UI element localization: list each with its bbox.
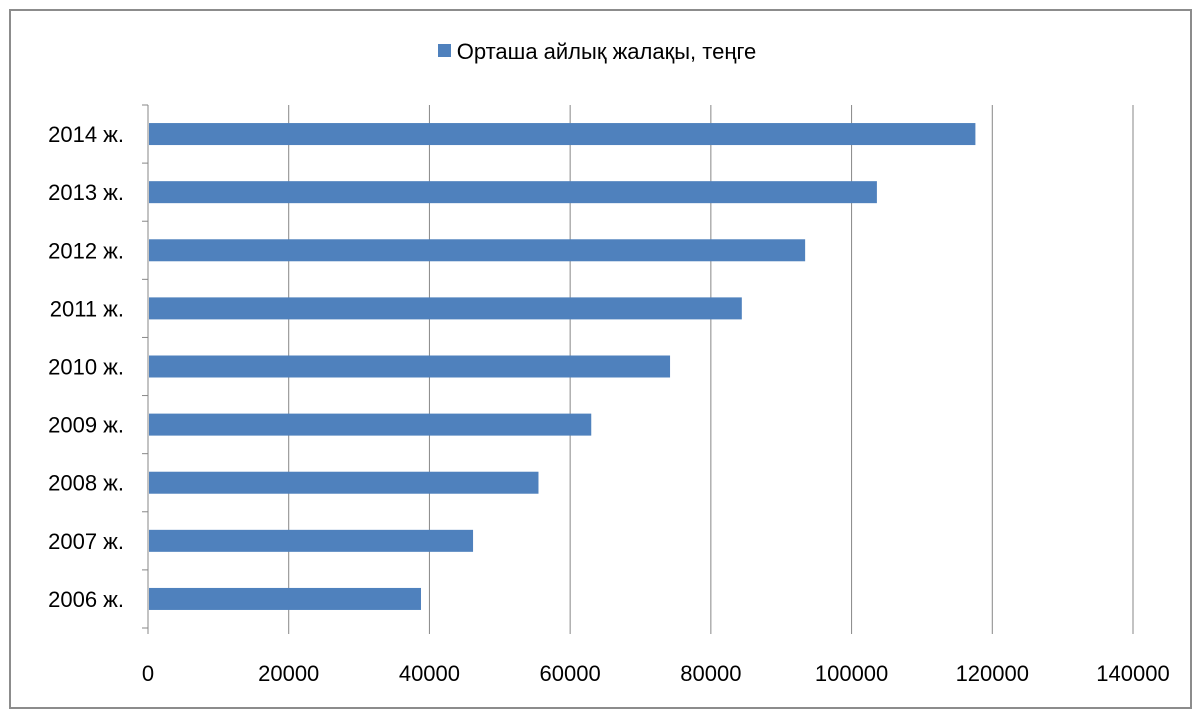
bar xyxy=(149,587,421,610)
x-tick-label: 100000 xyxy=(815,661,888,686)
bar xyxy=(149,297,742,320)
legend-label: Орташа айлық жалақы, теңге xyxy=(456,39,757,65)
y-tick-label: 2010 ж. xyxy=(48,355,124,380)
x-tick-label: 140000 xyxy=(1096,661,1169,686)
bar xyxy=(149,239,806,262)
bar xyxy=(149,355,671,378)
x-tick-label: 20000 xyxy=(258,661,319,686)
x-tick-label: 120000 xyxy=(956,661,1029,686)
bar xyxy=(149,181,877,204)
legend: Орташа айлық жалақы, теңге xyxy=(0,38,1194,65)
y-tick-label: 2012 ж. xyxy=(48,238,124,263)
legend-swatch xyxy=(437,43,451,57)
y-tick-label: 2013 ж. xyxy=(48,180,124,205)
bar xyxy=(149,413,592,436)
y-tick-label: 2009 ж. xyxy=(48,413,124,438)
y-tick-label: 2007 ж. xyxy=(48,529,124,554)
y-tick-label: 2014 ж. xyxy=(48,122,124,147)
bar xyxy=(149,123,976,146)
x-tick-label: 40000 xyxy=(399,661,460,686)
bar xyxy=(149,471,539,494)
x-tick-label: 80000 xyxy=(680,661,741,686)
y-tick-label: 2006 ж. xyxy=(48,587,124,612)
y-tick-label: 2011 ж. xyxy=(50,296,124,321)
x-tick-label: 0 xyxy=(142,661,154,686)
x-tick-label: 60000 xyxy=(540,661,601,686)
y-tick-label: 2008 ж. xyxy=(48,471,124,496)
bar xyxy=(149,529,474,552)
